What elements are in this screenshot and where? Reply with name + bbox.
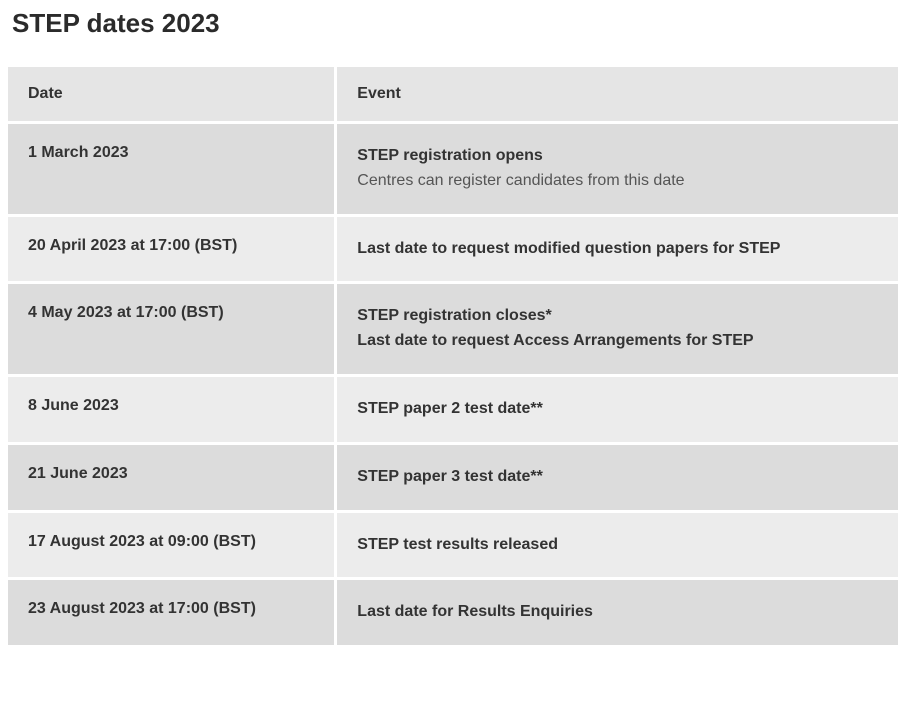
- table-row: 8 June 2023 STEP paper 2 test date**: [8, 377, 898, 445]
- event-line: STEP paper 3 test date**: [357, 465, 878, 490]
- cell-event: STEP paper 2 test date**: [337, 377, 898, 445]
- event-line: STEP test results released: [357, 533, 878, 558]
- table-row: 23 August 2023 at 17:00 (BST) Last date f…: [8, 580, 898, 648]
- cell-date: 17 August 2023 at 09:00 (BST): [8, 513, 337, 581]
- column-header-date: Date: [8, 67, 337, 124]
- cell-event: Last date to request modified question p…: [337, 217, 898, 285]
- table-row: 20 April 2023 at 17:00 (BST) Last date to…: [8, 217, 898, 285]
- cell-date: 23 August 2023 at 17:00 (BST): [8, 580, 337, 648]
- page-title: STEP dates 2023: [12, 8, 898, 39]
- table-row: 1 March 2023STEP registration opensCentr…: [8, 124, 898, 217]
- table-row: 21 June 2023 STEP paper 3 test date**: [8, 445, 898, 513]
- cell-date: 4 May 2023 at 17:00 (BST): [8, 284, 337, 377]
- event-line: STEP registration closes*: [357, 304, 878, 329]
- cell-date: 8 June 2023: [8, 377, 337, 445]
- cell-event: STEP registration opensCentres can regis…: [337, 124, 898, 217]
- column-header-event: Event: [337, 67, 898, 124]
- cell-date: 20 April 2023 at 17:00 (BST): [8, 217, 337, 285]
- table-row: 4 May 2023 at 17:00 (BST)STEP registrati…: [8, 284, 898, 377]
- table-header-row: Date Event: [8, 67, 898, 124]
- dates-table: Date Event 1 March 2023STEP registration…: [8, 67, 898, 648]
- cell-event: Last date for Results Enquiries: [337, 580, 898, 648]
- event-line: STEP registration opens: [357, 144, 878, 169]
- event-line: Centres can register candidates from thi…: [357, 169, 878, 194]
- cell-date: 21 June 2023: [8, 445, 337, 513]
- cell-event: STEP paper 3 test date**: [337, 445, 898, 513]
- event-line: Last date to request Access Arrangements…: [357, 329, 878, 354]
- cell-date: 1 March 2023: [8, 124, 337, 217]
- cell-event: STEP registration closes*Last date to re…: [337, 284, 898, 377]
- event-line: Last date for Results Enquiries: [357, 600, 878, 625]
- event-line: Last date to request modified question p…: [357, 237, 878, 262]
- table-row: 17 August 2023 at 09:00 (BST) STEP test r…: [8, 513, 898, 581]
- cell-event: STEP test results released: [337, 513, 898, 581]
- event-line: STEP paper 2 test date**: [357, 397, 878, 422]
